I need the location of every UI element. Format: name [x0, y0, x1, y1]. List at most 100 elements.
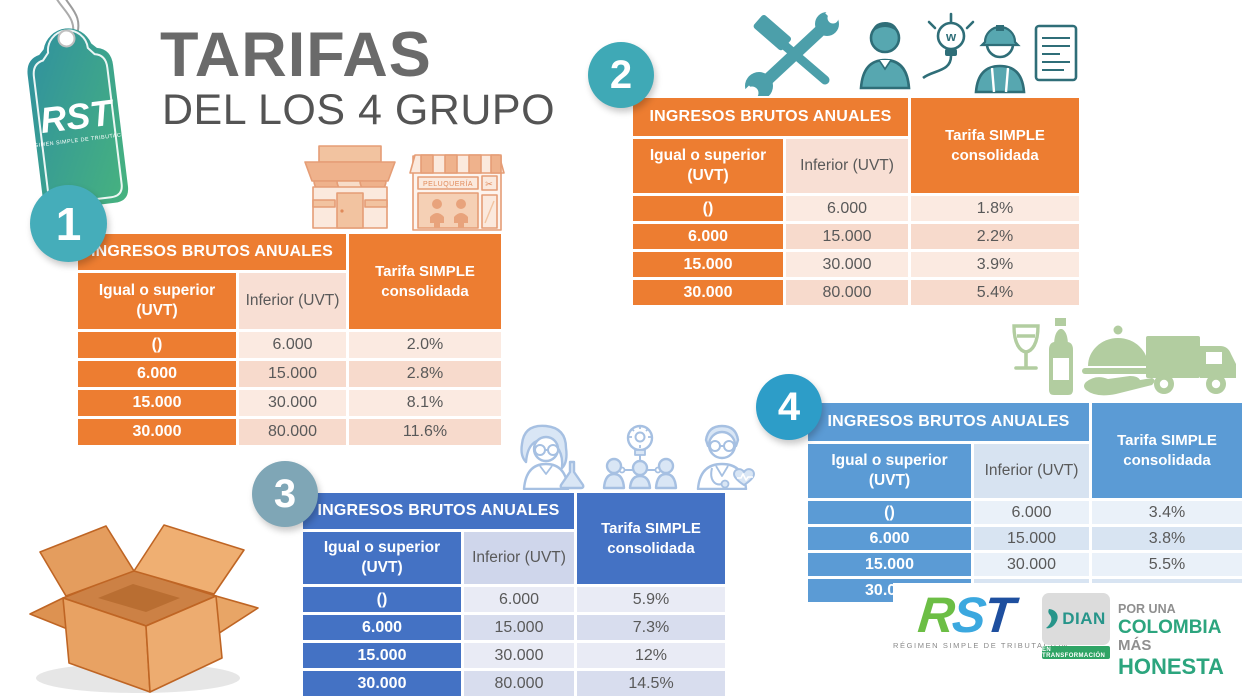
- slogan-honesta: HONESTA: [1118, 653, 1224, 679]
- group-3-badge: 3: [252, 461, 318, 527]
- footer-logos: RST RÉGIMEN SIMPLE DE TRIBUTACIÓN DIAN E…: [893, 583, 1257, 700]
- max-cell: 6.000: [786, 196, 908, 221]
- tarifa-header: Tarifa SIMPLE consolidada: [1092, 403, 1242, 498]
- min-cell: (): [808, 501, 971, 524]
- tarifa-header: Tarifa SIMPLE consolidada: [911, 98, 1079, 193]
- max-cell: 30.000: [239, 390, 346, 416]
- doctor-icon: [696, 424, 755, 490]
- table-row: 30.000 80.000 11.6%: [78, 419, 501, 445]
- max-cell: 80.000: [786, 280, 908, 305]
- wine-icon: [1012, 318, 1073, 395]
- group-1-badge: 1: [30, 185, 107, 262]
- group-2-table: INGRESOS BRUTOS ANUALES Tarifa SIMPLE co…: [630, 95, 1082, 308]
- table-row: 15.000 30.000 3.9%: [633, 252, 1079, 277]
- salon-sign-text: PELUQUERÍA: [423, 179, 473, 188]
- engineer-icon: [974, 24, 1078, 94]
- tag-brand: RST: [38, 91, 117, 141]
- rate-cell: 2.2%: [911, 224, 1079, 249]
- table-row: 15.000 30.000 12%: [303, 643, 725, 668]
- min-cell: 15.000: [78, 390, 236, 416]
- svg-text:✂: ✂: [485, 179, 493, 189]
- min-cell: 15.000: [303, 643, 461, 668]
- max-cell: 80.000: [464, 671, 574, 696]
- idea-person-icon: w: [859, 12, 975, 90]
- page-title: TARIFAS: [160, 20, 432, 90]
- rate-cell: 3.8%: [1092, 527, 1242, 550]
- min-cell: 30.000: [303, 671, 461, 696]
- table-row: 15.000 30.000 5.5%: [808, 553, 1242, 576]
- max-cell: 30.000: [974, 553, 1089, 576]
- group-2-badge: 2: [588, 42, 654, 108]
- truck-icon: [1146, 336, 1236, 394]
- slogan-mas: MÁS: [1118, 636, 1152, 654]
- rate-cell: 3.9%: [911, 252, 1079, 277]
- rate-cell: 2.8%: [349, 361, 501, 387]
- group-3-icons: [520, 424, 755, 490]
- rate-cell: 8.1%: [349, 390, 501, 416]
- table-row: () 6.000 2.0%: [78, 332, 501, 358]
- tarifa-header: Tarifa SIMPLE consolidada: [577, 493, 725, 584]
- min-cell: 6.000: [808, 527, 971, 550]
- tag-hole: [57, 29, 76, 48]
- max-cell: 6.000: [464, 587, 574, 612]
- max-cell: 15.000: [786, 224, 908, 249]
- table-row: () 6.000 5.9%: [303, 587, 725, 612]
- max-cell: 15.000: [464, 615, 574, 640]
- group-1-icons: PELUQUERÍA ✂: [304, 145, 505, 231]
- min-cell: 30.000: [78, 419, 236, 445]
- min-cell: (): [303, 587, 461, 612]
- dian-mark-icon: [1046, 609, 1058, 629]
- group-4-icons: [1012, 318, 1236, 396]
- open-box-illustration: [29, 524, 259, 693]
- rst-logo: RST RÉGIMEN SIMPLE DE TRIBUTACIÓN: [893, 587, 1069, 650]
- dian-strip: EN TRANSFORMACIÓN: [1042, 646, 1110, 659]
- title-block: TARIFAS DEL LOS 4 GRUPO: [160, 24, 555, 132]
- col-inferior-header: Inferior (UVT): [239, 273, 346, 329]
- bulb-letter: w: [945, 29, 957, 44]
- rate-cell: 3.4%: [1092, 501, 1242, 524]
- table-row: 6.000 15.000 3.8%: [808, 527, 1242, 550]
- table-row: 30.000 80.000 14.5%: [303, 671, 725, 696]
- col-igual-header: Igual o superior (UVT): [808, 444, 971, 498]
- rate-cell: 1.8%: [911, 196, 1079, 221]
- max-cell: 30.000: [464, 643, 574, 668]
- min-cell: (): [633, 196, 783, 221]
- slogan-por-una: POR UNA: [1118, 602, 1176, 616]
- min-cell: 30.000: [633, 280, 783, 305]
- ingresos-header: INGRESOS BRUTOS ANUALES: [303, 493, 574, 529]
- max-cell: 15.000: [239, 361, 346, 387]
- table-row: 6.000 15.000 2.8%: [78, 361, 501, 387]
- group-3-table: INGRESOS BRUTOS ANUALES Tarifa SIMPLE co…: [300, 490, 728, 699]
- rst-tagline: RÉGIMEN SIMPLE DE TRIBUTACIÓN: [893, 641, 1069, 650]
- food-service-icon: [1082, 325, 1156, 396]
- col-igual-header: Igual o superior (UVT): [78, 273, 236, 329]
- group-4-table: INGRESOS BRUTOS ANUALES Tarifa SIMPLE co…: [805, 400, 1245, 605]
- min-cell: (): [78, 332, 236, 358]
- tag-body: [27, 28, 129, 210]
- slogan-colombia: COLOMBIA: [1118, 616, 1222, 638]
- dian-wordmark: DIAN: [1062, 609, 1106, 628]
- rate-cell: 5.4%: [911, 280, 1079, 305]
- min-cell: 6.000: [303, 615, 461, 640]
- rate-cell: 14.5%: [577, 671, 725, 696]
- max-cell: 80.000: [239, 419, 346, 445]
- rate-cell: 11.6%: [349, 419, 501, 445]
- col-inferior-header: Inferior (UVT): [786, 139, 908, 193]
- tools-icon: [740, 8, 842, 96]
- max-cell: 6.000: [974, 501, 1089, 524]
- col-inferior-header: Inferior (UVT): [464, 532, 574, 584]
- min-cell: 6.000: [633, 224, 783, 249]
- table-row: 15.000 30.000 8.1%: [78, 390, 501, 416]
- dian-logo: DIAN EN TRANSFORMACIÓN: [1042, 593, 1110, 659]
- rate-cell: 5.9%: [577, 587, 725, 612]
- rate-cell: 2.0%: [349, 332, 501, 358]
- ingresos-header: INGRESOS BRUTOS ANUALES: [808, 403, 1089, 441]
- table-row: 6.000 15.000 7.3%: [303, 615, 725, 640]
- min-cell: 15.000: [633, 252, 783, 277]
- table-row: () 6.000 1.8%: [633, 196, 1079, 221]
- team-idea-icon: [602, 424, 678, 490]
- ingresos-header: INGRESOS BRUTOS ANUALES: [78, 234, 346, 270]
- col-igual-header: Igual o superior (UVT): [633, 139, 783, 193]
- rate-cell: 5.5%: [1092, 553, 1242, 576]
